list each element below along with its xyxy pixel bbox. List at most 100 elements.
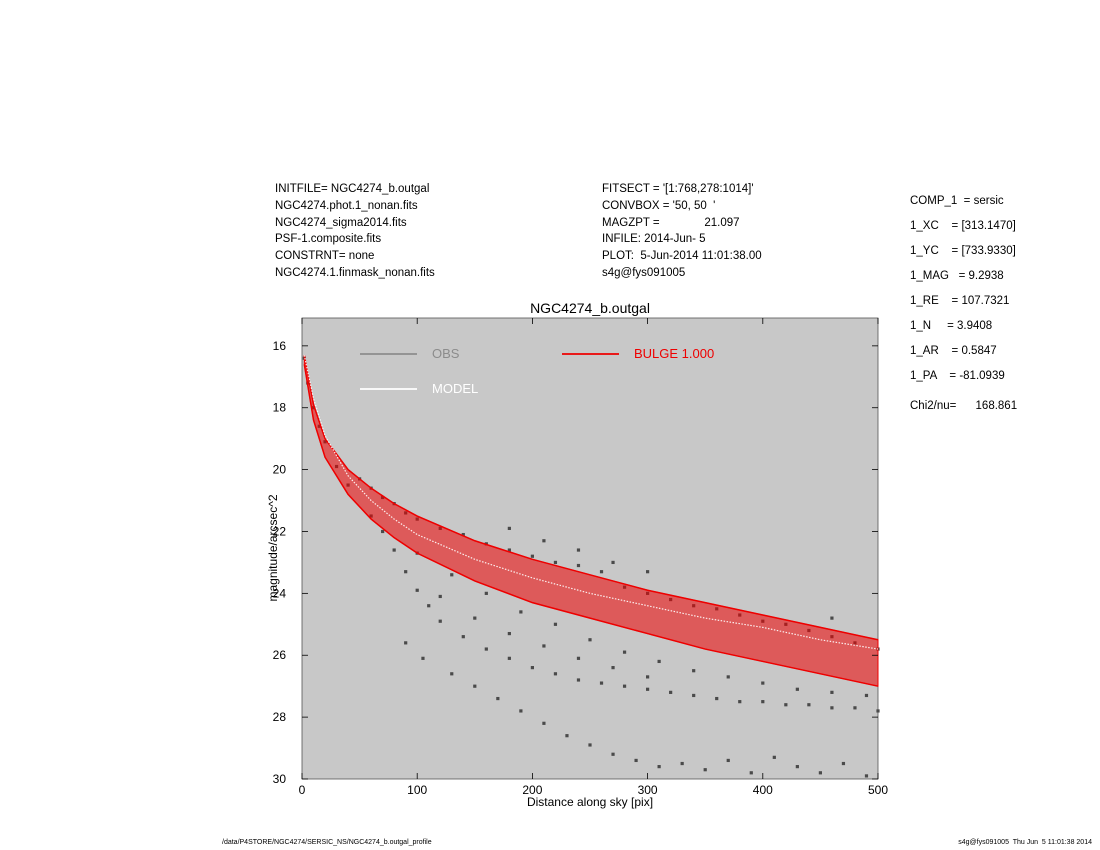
header-left-line: PSF-1.composite.fits xyxy=(275,233,382,246)
obs-point xyxy=(761,700,765,704)
fit-parameters: COMP_1 = sersic 1_XC = [313.1470] 1_YC =… xyxy=(910,189,1017,419)
obs-point xyxy=(404,641,408,645)
y-tick-label: 30 xyxy=(273,772,287,786)
x-axis-label: Distance along sky [pix] xyxy=(527,795,653,809)
obs-point xyxy=(565,734,569,738)
x-tick-label: 0 xyxy=(299,783,306,797)
obs-point xyxy=(853,706,857,710)
obs-point xyxy=(507,548,511,552)
obs-point xyxy=(599,681,604,685)
legend-label: OBS xyxy=(432,346,460,361)
header-left-line: NGC4274.phot.1_nonan.fits xyxy=(275,199,418,212)
obs-point xyxy=(611,666,615,670)
obs-point xyxy=(507,631,511,636)
chi2-value: Chi2/nu= 168.861 xyxy=(910,400,1018,412)
obs-point xyxy=(657,659,661,664)
header-mid-line: CONVBOX = '50, 50 ' xyxy=(602,199,716,212)
bulge-band-layer xyxy=(303,354,879,687)
obs-point xyxy=(450,672,454,676)
obs-point xyxy=(818,771,822,775)
obs-point xyxy=(795,687,799,691)
obs-point xyxy=(830,706,834,710)
obs-point xyxy=(692,693,696,698)
obs-point xyxy=(542,644,546,648)
obs-point xyxy=(830,690,834,694)
obs-point xyxy=(795,765,799,769)
obs-point xyxy=(530,666,534,670)
obs-point xyxy=(876,709,880,713)
model-curve xyxy=(303,355,879,650)
header-mid-line: MAGZPT = 21.097 xyxy=(602,216,740,229)
y-tick-label: 18 xyxy=(273,401,287,415)
model-line-layer xyxy=(303,355,879,650)
obs-point xyxy=(576,548,581,552)
obs-point xyxy=(421,656,425,660)
header-middle: FITSECT = '[1:768,278:1014]' CONVBOX = '… xyxy=(602,181,762,282)
x-tick-label: 300 xyxy=(638,783,658,797)
obs-point xyxy=(715,696,719,701)
header-left-line: NGC4274_sigma2014.fits xyxy=(275,216,407,229)
obs-point xyxy=(576,656,581,660)
x-tick-label: 200 xyxy=(522,783,542,797)
obs-point xyxy=(473,684,477,688)
obs-point xyxy=(553,560,558,565)
obs-point xyxy=(404,570,408,574)
obs-point xyxy=(553,672,558,676)
param-line: 1_MAG = 9.2938 xyxy=(910,270,1004,282)
header-mid-line: FITSECT = '[1:768,278:1014]' xyxy=(602,183,754,195)
obs-point xyxy=(807,703,811,707)
tick-layer: 0 100 200 300 400 500 16 18 20 22 24 26 28 30 xyxy=(273,318,888,797)
obs-point xyxy=(542,721,546,725)
y-axis-label: magnitude/arcsec^2 xyxy=(266,494,280,601)
obs-point xyxy=(646,675,650,679)
footer-path: /data/P4STORE/NGC4274/SERSIC_NS/NGC4274_… xyxy=(222,839,432,846)
obs-point xyxy=(646,570,650,574)
obs-point xyxy=(381,529,385,534)
obs-point xyxy=(484,591,488,595)
header-mid-line: s4g@fys091005 xyxy=(602,266,686,279)
obs-point xyxy=(530,554,534,558)
obs-point xyxy=(507,656,511,660)
chart-title: NGC4274_b.outgal xyxy=(530,300,650,316)
obs-point xyxy=(611,560,615,565)
obs-point xyxy=(438,619,442,623)
obs-point xyxy=(841,761,846,766)
header-left-line: CONSTRNT= none xyxy=(275,250,375,263)
obs-point xyxy=(519,709,523,713)
obs-point xyxy=(622,650,627,654)
obs-point xyxy=(726,675,730,679)
obs-point xyxy=(507,526,511,530)
obs-point xyxy=(669,690,673,694)
obs-point xyxy=(484,647,488,651)
obs-point xyxy=(692,669,696,673)
y-tick-label: 20 xyxy=(273,463,287,477)
obs-point xyxy=(634,758,638,763)
obs-point xyxy=(749,771,753,775)
param-line: COMP_1 = sersic xyxy=(910,195,1004,207)
obs-point xyxy=(657,765,661,769)
header-left: INITFILE= NGC4274_b.outgal NGC4274.phot.… xyxy=(275,181,435,282)
legend: OBS MODEL BULGE 1.000 xyxy=(360,346,714,396)
obs-point xyxy=(415,588,419,592)
obs-point xyxy=(519,610,523,614)
param-line: 1_AR = 0.5847 xyxy=(910,345,997,357)
obs-point xyxy=(611,752,615,756)
obs-point xyxy=(703,768,707,772)
legend-label: BULGE 1.000 xyxy=(634,346,714,361)
obs-point xyxy=(830,616,834,620)
obs-point xyxy=(450,573,454,577)
param-line: 1_RE = 107.7321 xyxy=(910,295,1010,307)
param-line: 1_XC = [313.1470] xyxy=(910,220,1016,232)
header-left-line: INITFILE= NGC4274_b.outgal xyxy=(275,183,430,195)
y-tick-label: 28 xyxy=(273,710,287,724)
obs-point xyxy=(461,532,465,537)
y-tick-label: 24 xyxy=(273,586,287,600)
obs-point xyxy=(646,687,650,691)
bulge-upper-edge xyxy=(303,354,879,641)
obs-point xyxy=(473,616,477,620)
x-tick-label: 100 xyxy=(407,783,427,797)
param-line: 1_N = 3.9408 xyxy=(910,320,993,332)
obs-point xyxy=(772,755,776,759)
obs-point xyxy=(588,743,592,747)
obs-point xyxy=(553,622,558,626)
